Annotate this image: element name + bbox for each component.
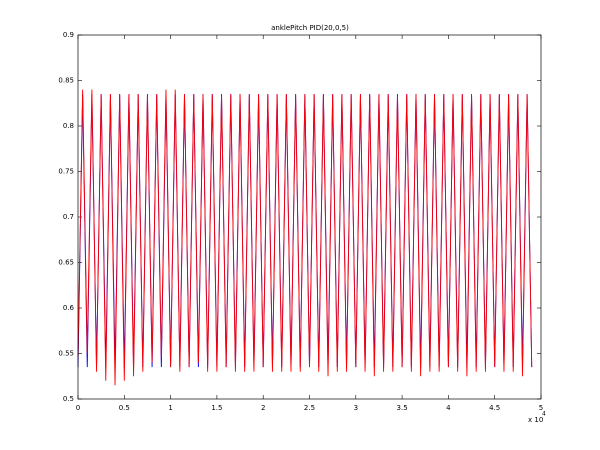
x-tick-label: 1.5 (211, 404, 222, 412)
x-tick-label: 0 (76, 404, 80, 412)
data-line (77, 89, 533, 386)
chart-title: anklePitch PID(20,0,5) (271, 24, 349, 32)
x-tick-label: 2 (261, 404, 265, 412)
y-tick-label: 0.5 (63, 395, 74, 403)
axes-box (77, 34, 542, 400)
x-tick-label: 0.5 (119, 404, 130, 412)
x-tick-label: 5 (539, 404, 543, 412)
x-tick-label: 3 (354, 404, 358, 412)
x-tick-label: 3.5 (397, 404, 408, 412)
y-tick-label: 0.7 (63, 213, 74, 221)
y-tick-label: 0.55 (58, 350, 74, 358)
y-tick-label: 0.6 (63, 304, 75, 312)
x-multiplier-exponent: 4 (542, 411, 546, 418)
y-tick-label: 0.9 (63, 31, 74, 39)
y-tick-label: 0.75 (58, 168, 74, 176)
y-tick-label: 0.8 (63, 122, 74, 130)
x-tick-label: 4 (446, 404, 451, 412)
y-tick-label: 0.65 (58, 259, 74, 267)
x-multiplier: x 10 (528, 416, 543, 424)
x-tick-label: 1 (168, 404, 172, 412)
x-tick-label: 2.5 (304, 404, 315, 412)
y-tick-label: 0.85 (58, 77, 74, 85)
x-tick-label: 4.5 (489, 404, 500, 412)
